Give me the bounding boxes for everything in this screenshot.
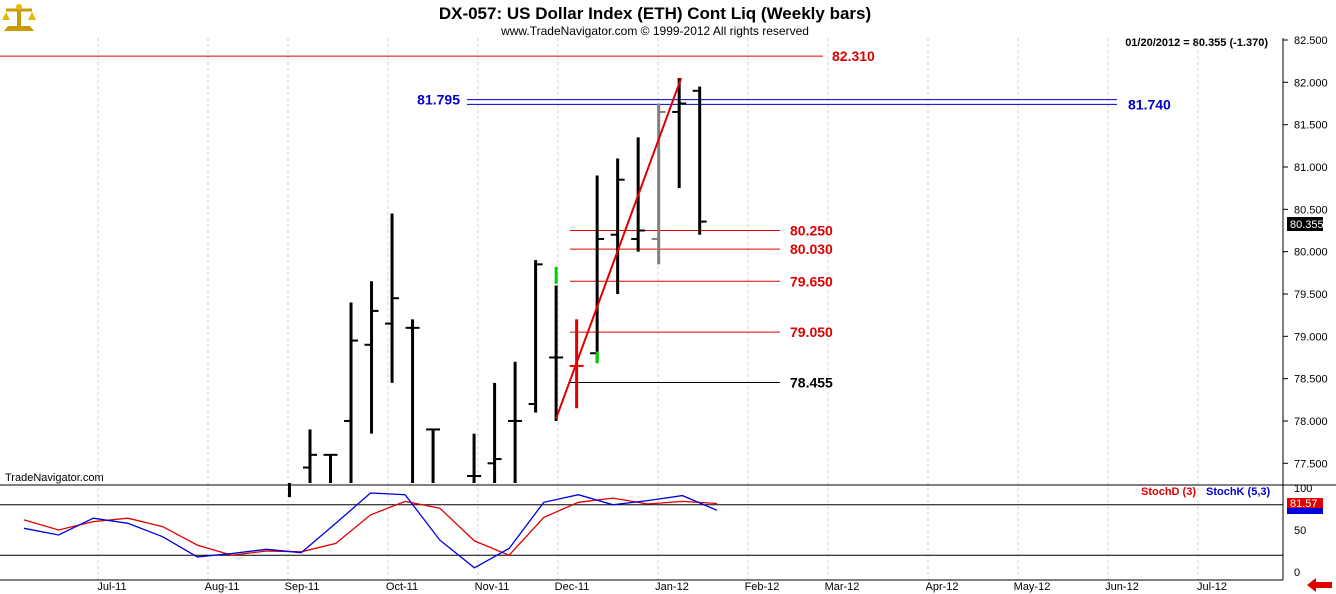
price-tick-label: 77.500 [1294, 458, 1328, 470]
time-tick-label: Feb-12 [745, 581, 780, 593]
time-tick-label: Sep-11 [285, 581, 320, 593]
price-tick-label: 80.500 [1294, 204, 1328, 216]
stochk-legend: StochK (5,3) [1206, 486, 1271, 498]
stochd-last-label: 81.57 [1290, 498, 1318, 510]
last-quote: 01/20/2012 = 80.355 (-1.370) [1125, 37, 1268, 49]
price-tick-label: 82.000 [1294, 77, 1328, 89]
level-label: 80.030 [790, 241, 833, 257]
stoch-last-markers: 81.57 [1287, 498, 1323, 514]
stochd-legend: StochD (3) [1141, 486, 1196, 498]
level-label: 78.455 [790, 374, 833, 390]
vertical-gridlines [97, 38, 1199, 580]
price-tick-label: 81.000 [1294, 162, 1328, 174]
price-tick-label: 79.500 [1294, 289, 1328, 301]
chart-title: DX-057: US Dollar Index (ETH) Cont Liq (… [439, 4, 871, 23]
stoch-tick-label: 50 [1294, 525, 1306, 537]
time-tick-label: Jun-12 [1105, 581, 1139, 593]
level-label: 79.650 [790, 273, 833, 289]
current-price-label: 80.355 [1290, 219, 1324, 231]
price-tick-label: 80.000 [1294, 247, 1328, 259]
time-tick-label: May-12 [1014, 581, 1051, 593]
level-label: 81.740 [1128, 96, 1171, 112]
watermark: TradeNavigator.com [5, 472, 104, 484]
level-label: 82.310 [832, 48, 875, 64]
price-tick-label: 78.000 [1294, 416, 1328, 428]
time-tick-label: Jul-11 [97, 581, 126, 593]
level-label: 79.050 [790, 324, 833, 340]
stochastic-pane: 100 50 0 [0, 483, 1312, 579]
level-label: 81.795 [417, 92, 460, 108]
level-label: 80.250 [790, 222, 833, 238]
time-tick-label: Dec-11 [555, 581, 590, 593]
time-tick-label: Apr-12 [925, 581, 958, 593]
time-axis-ticks: Jul-11 Aug-11 Sep-11 Oct-11 Nov-11 Dec-11 Jan-… [97, 581, 1227, 593]
price-tick-label: 82.500 [1294, 35, 1328, 47]
price-tick-label: 78.500 [1294, 374, 1328, 386]
current-price-marker: 80.355 [1287, 217, 1324, 231]
time-tick-label: Oct-11 [386, 581, 418, 593]
time-tick-label: Nov-11 [475, 581, 510, 593]
stochk-series-line [23, 492, 718, 569]
ohlc-bars [287, 78, 707, 498]
stoch-tick-label: 100 [1294, 483, 1312, 495]
stoch-tick-label: 0 [1294, 567, 1300, 579]
price-tick-label: 81.500 [1294, 120, 1328, 132]
chart-subtitle: www.TradeNavigator.com © 1999-2012 All r… [500, 24, 809, 38]
support-resistance-levels: 82.310 81.795 81.740 80.250 80.030 79.650 79.0… [0, 48, 1171, 390]
price-tick-label: 79.000 [1294, 331, 1328, 343]
time-tick-label: Jul-12 [1197, 581, 1227, 593]
time-tick-label: Jan-12 [655, 581, 689, 593]
trendline-segment [555, 77, 683, 419]
trendline [555, 77, 683, 419]
stochd-series-line [23, 497, 718, 556]
gold-scales-icon [2, 4, 36, 31]
left-arrow-icon[interactable] [1307, 578, 1332, 592]
time-tick-label: Aug-11 [205, 581, 240, 593]
time-tick-label: Mar-12 [825, 581, 860, 593]
price-axis-ticks: 82.500 82.000 81.500 81.000 80.500 80.000 79.5… [1283, 35, 1328, 470]
